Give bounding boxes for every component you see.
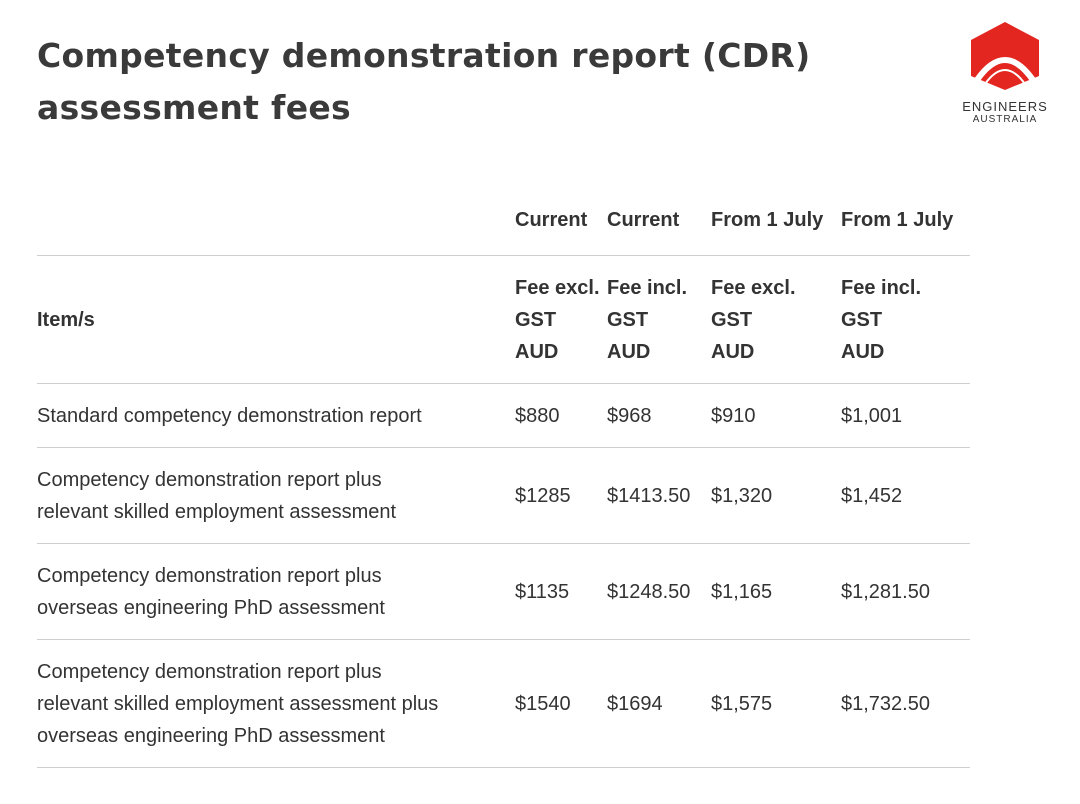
title-line: assessment fees bbox=[37, 88, 352, 127]
title-line: Competency demonstration report (CDR) bbox=[37, 36, 811, 75]
item-line: overseas engineering PhD assessment bbox=[37, 596, 385, 619]
header-line: GST bbox=[711, 308, 753, 331]
header-line: AUD bbox=[515, 340, 559, 363]
fee-table: Current Current From 1 July From 1 July Item… bbox=[37, 200, 970, 768]
header-line: AUD bbox=[841, 340, 885, 363]
header-row: Current Current From 1 July From 1 July bbox=[37, 200, 970, 256]
header-cell: Current bbox=[515, 200, 607, 256]
header-line: GST bbox=[841, 308, 883, 331]
item-line: relevant skilled employment assessment p… bbox=[37, 692, 439, 715]
fee-cell: $1,001 bbox=[841, 383, 970, 448]
item-line: overseas engineering PhD assessment bbox=[37, 724, 385, 747]
fee-cell: $1135 bbox=[515, 543, 607, 640]
item-cell: Standard competency demonstration report bbox=[37, 383, 515, 448]
fee-cell: $880 bbox=[515, 383, 607, 448]
header-line: Fee incl. bbox=[841, 276, 922, 299]
logo-mark bbox=[971, 22, 1039, 90]
header-line: Fee excl. bbox=[711, 276, 796, 299]
table-row: Standard competency demonstration report… bbox=[37, 383, 970, 448]
header-cell bbox=[37, 200, 515, 256]
fee-cell: $1694 bbox=[607, 639, 711, 768]
fee-cell: $1,732.50 bbox=[841, 639, 970, 768]
fee-cell: $1,165 bbox=[711, 543, 841, 640]
header-cell: Fee incl. GST AUD bbox=[841, 255, 970, 384]
table-row: Competency demonstration report plus rele… bbox=[37, 447, 970, 544]
logo-text: AUSTRALIA bbox=[972, 114, 1038, 125]
table-row: Competency demonstration report plus rele… bbox=[37, 639, 970, 768]
header-cell: Current bbox=[607, 200, 711, 256]
logo: ENGINEERS AUSTRALIA bbox=[950, 20, 1060, 125]
fee-cell: $1,281.50 bbox=[841, 543, 970, 640]
item-cell: Competency demonstration report plus over… bbox=[37, 543, 515, 640]
item-line: Competency demonstration report plus bbox=[37, 660, 382, 683]
fee-cell: $1,320 bbox=[711, 447, 841, 544]
table-row: Competency demonstration report plus over… bbox=[37, 543, 970, 640]
header-line: AUD bbox=[607, 340, 651, 363]
header-line: Fee excl. bbox=[515, 276, 600, 299]
item-line: relevant skilled employment assessment bbox=[37, 500, 397, 523]
item-cell: Competency demonstration report plus rele… bbox=[37, 639, 515, 768]
fee-cell: $1,575 bbox=[711, 639, 841, 768]
item-cell: Competency demonstration report plus rele… bbox=[37, 447, 515, 544]
fee-cell: $910 bbox=[711, 383, 841, 448]
fee-cell: $1285 bbox=[515, 447, 607, 544]
header-cell: Fee excl. GST AUD bbox=[515, 255, 607, 384]
header-cell: Item/s bbox=[37, 255, 515, 384]
fee-cell: $1248.50 bbox=[607, 543, 711, 640]
header-line: GST bbox=[515, 308, 557, 331]
header-cell: Fee incl. GST AUD bbox=[607, 255, 711, 384]
header-cell: Fee excl. GST AUD bbox=[711, 255, 841, 384]
fee-cell: $968 bbox=[607, 383, 711, 448]
header-row: Item/s Fee excl. GST AUD Fee incl. GST AUD Fee … bbox=[37, 255, 970, 384]
item-line: Competency demonstration report plus bbox=[37, 564, 382, 587]
item-line: Competency demonstration report plus bbox=[37, 468, 382, 491]
header-line: AUD bbox=[711, 340, 755, 363]
fee-cell: $1413.50 bbox=[607, 447, 711, 544]
header-cell: From 1 July bbox=[711, 200, 841, 256]
item-line: Standard competency demonstration report bbox=[37, 404, 422, 427]
fee-cell: $1540 bbox=[515, 639, 607, 768]
logo-text: ENGINEERS bbox=[962, 99, 1048, 114]
header-line: GST bbox=[607, 308, 649, 331]
fee-cell: $1,452 bbox=[841, 447, 970, 544]
header-cell: From 1 July bbox=[841, 200, 970, 256]
header-line: Fee incl. bbox=[607, 276, 688, 299]
title: Competency demonstration report (CDR) ass… bbox=[37, 30, 811, 134]
